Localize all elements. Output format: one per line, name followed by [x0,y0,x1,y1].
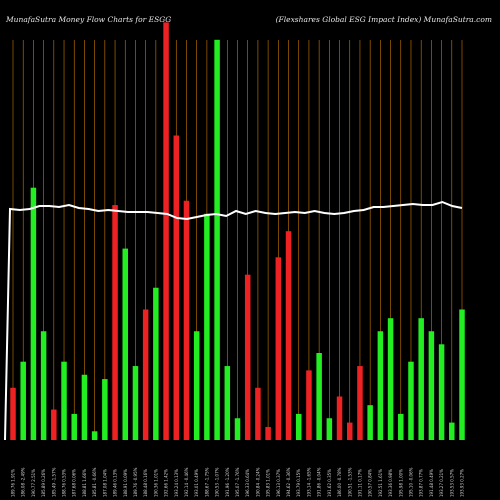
bar [336,396,343,440]
x-tick-label: 193.79 0.15% [296,469,301,497]
x-tick-label: 195.83 1.01% [266,469,271,497]
x-tick-label: 189.46 0.13% [113,469,118,497]
bar [244,274,251,440]
bar [214,39,220,441]
bar [357,366,363,440]
x-tick-label: 193.14 -1.65% [306,467,311,497]
bar [112,205,118,440]
x-tick-label: 193.01 0.49% [194,469,199,497]
x-tick-label: 191.96 -1.20% [225,467,230,497]
bar [163,22,169,441]
bar [153,287,159,440]
bar [306,370,312,440]
x-tick-label: 189.76 -0.95% [133,467,138,497]
x-tick-label: 187.68 0.06% [72,469,77,497]
bar [265,426,271,440]
bar [326,418,333,440]
x-tick-label: 191.86 -0.04% [317,467,322,497]
bar [347,422,353,440]
x-tick-label: 188.91 0.09% [123,469,128,497]
bar [10,387,16,440]
x-tick-label: 196.13 0.37% [276,469,281,497]
bar [387,318,394,440]
x-tick-label: 190.84 -0.24% [255,467,260,497]
x-tick-label: 188.48 0.16% [143,469,148,497]
x-tick-label: 186.00 -0.78% [337,467,342,497]
x-tick-label: 192.14 -0.46% [184,467,189,497]
bar [61,361,67,440]
x-tick-label: 191.62 0.35% [327,469,332,497]
price-line [4,200,463,441]
x-tick-label: 194.62 -0.36% [286,467,291,497]
bar [398,413,404,440]
x-tick-label: 188.76 0.53% [62,469,67,497]
bar [122,248,128,440]
bar [316,353,322,440]
bar [183,200,190,440]
x-tick-label: 193.36 0.98% [388,469,393,497]
x-tick-label: 186.08 -2.49% [21,467,26,497]
bar [20,361,26,440]
x-tick-label: 185.49 -1.57% [51,467,56,497]
x-tick-label: 193.87 0.77% [419,469,424,497]
x-tick-label: 196.33 0.64% [245,469,250,497]
bar [285,231,292,440]
x-tick-label: 185.81 -0.66% [92,467,97,497]
bar [173,135,180,440]
x-tick-label: 185.89 0.26% [41,469,46,497]
bar [438,344,445,440]
bar [255,387,261,440]
bar [132,366,139,440]
bar [377,331,384,440]
x-tick-label: 193.53 0.57% [449,469,454,497]
bar [275,257,282,440]
bar [418,318,424,440]
bar [91,431,98,440]
bar [224,366,231,440]
bar [102,379,108,440]
bar [295,413,302,440]
bar [71,413,77,440]
x-tick-label: 192.66 1.42% [164,469,169,497]
x-tick-label: 190.36 1.01% [153,469,158,497]
x-tick-label: 195.98 1.00% [398,469,403,497]
x-tick-label: 195.10 -0.06% [408,467,413,497]
bar [193,331,200,440]
bar [204,213,210,440]
x-tick-label: 190.51 -1.53% [347,467,352,497]
x-tick-label: 193.27 0.21% [439,469,444,497]
bar [234,418,241,440]
x-tick-label: 190.53 -1.07% [215,467,220,497]
bar [367,405,373,440]
bar [142,309,149,440]
x-tick-label: 191.11 0.17% [357,469,362,497]
x-tick-label: 188.67 -1.75% [204,467,209,497]
bar [408,361,414,440]
chart-header-left: MunafaSutra Money Flow Charts for ESGG [5,15,171,24]
bar [81,374,88,440]
x-tick-label: 191.48 0.49% [429,469,434,497]
bar [30,187,37,440]
x-tick-label: 190.57 0.84% [368,469,373,497]
bar [449,422,455,440]
bar [51,409,57,440]
bar-series [10,22,465,441]
bar [428,331,435,440]
x-tick-label: 195.07 -1.76% [235,467,240,497]
x-tick-label: 192.51 1.61% [378,469,383,497]
chart-header-right: (Flexshares Global ESG Impact Index) Mun… [276,15,492,24]
x-tick-label: 187.08 1.04% [102,469,107,497]
x-tick-label: 188.81 1.66% [82,469,87,497]
x-tick-label: 193.24 0.13% [174,469,179,497]
x-tick-label: 193.93 0.27% [460,469,465,497]
bar [40,331,47,440]
x-tick-label: 190.77 2.51% [31,469,36,497]
x-tick-label: 189.76 1.91% [11,469,16,497]
price-line-path [4,200,463,441]
bar [459,309,465,440]
x-tick-labels: 189.76 1.91% 186.08 -2.49% 190.77 2.51% 185… [11,467,465,497]
